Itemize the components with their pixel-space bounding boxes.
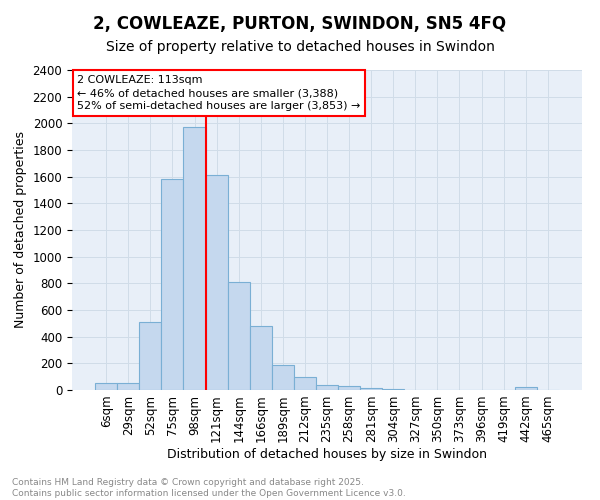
X-axis label: Distribution of detached houses by size in Swindon: Distribution of detached houses by size … <box>167 448 487 461</box>
Bar <box>316 384 338 390</box>
Bar <box>250 326 272 390</box>
Text: 2 COWLEAZE: 113sqm
← 46% of detached houses are smaller (3,388)
52% of semi-deta: 2 COWLEAZE: 113sqm ← 46% of detached hou… <box>77 75 361 111</box>
Bar <box>227 282 250 390</box>
Bar <box>294 378 316 390</box>
Bar <box>117 382 139 390</box>
Bar <box>95 382 117 390</box>
Bar <box>184 128 206 390</box>
Text: 2, COWLEAZE, PURTON, SWINDON, SN5 4FQ: 2, COWLEAZE, PURTON, SWINDON, SN5 4FQ <box>94 15 506 33</box>
Text: Contains HM Land Registry data © Crown copyright and database right 2025.
Contai: Contains HM Land Registry data © Crown c… <box>12 478 406 498</box>
Bar <box>139 322 161 390</box>
Y-axis label: Number of detached properties: Number of detached properties <box>14 132 27 328</box>
Text: Size of property relative to detached houses in Swindon: Size of property relative to detached ho… <box>106 40 494 54</box>
Bar <box>360 388 382 390</box>
Bar <box>206 176 227 390</box>
Bar <box>272 364 294 390</box>
Bar <box>161 180 184 390</box>
Bar <box>515 386 537 390</box>
Bar <box>338 386 360 390</box>
